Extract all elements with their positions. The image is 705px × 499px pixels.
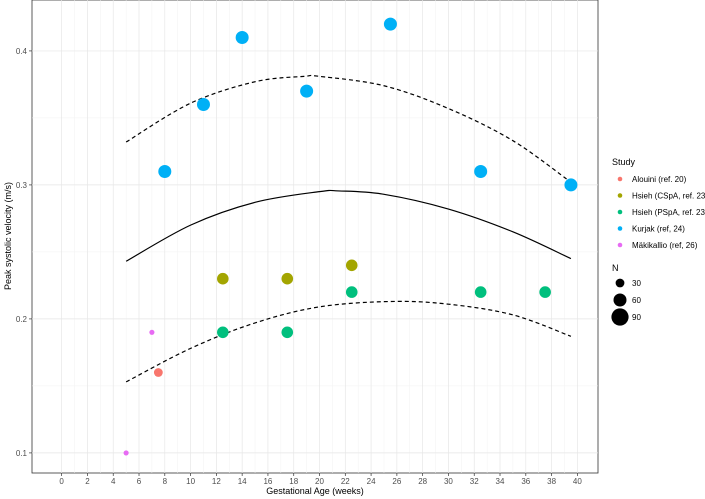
x-tick-label: 20: [315, 477, 324, 486]
fit-lines: [125, 74, 572, 383]
legend-title-n: N: [612, 263, 619, 273]
y-axis: 0.1 0.2 0.3 0.4: [16, 47, 32, 458]
y-tick-label: 0.1: [16, 449, 28, 458]
legend-title-study: Study: [612, 157, 636, 167]
legend-key-series-3: [617, 226, 623, 231]
data-point-series-4: [149, 329, 155, 335]
grid-major: [32, 0, 598, 473]
legend-key-series-2: [617, 209, 623, 215]
fit-line-lower-bound: [125, 300, 572, 383]
x-tick-label: 14: [238, 477, 247, 486]
legend-key-series-1: [617, 193, 623, 198]
data-point-series-3: [383, 17, 397, 31]
x-tick-label: 30: [444, 477, 453, 486]
fit-line-upper-bound: [125, 74, 572, 183]
data-point-series-3: [196, 98, 210, 112]
legend-key-series-0: [617, 176, 623, 182]
legend-label-series-3: Kurjak (ref, 24): [632, 225, 685, 234]
x-tick-label: 16: [263, 477, 272, 486]
legend-key-series-4: [617, 242, 623, 248]
x-axis-title: Gestational Age (weeks): [266, 486, 364, 496]
x-tick-label: 22: [341, 477, 350, 486]
x-tick-label: 28: [418, 477, 427, 486]
data-points: [123, 17, 578, 456]
grid-minor: [32, 0, 598, 473]
x-tick-label: 18: [289, 477, 298, 486]
legend-label-series-0: Alouini (ref. 20): [632, 175, 687, 184]
x-tick-label: 38: [547, 477, 556, 486]
data-point-series-3: [300, 84, 314, 98]
data-point-series-2: [281, 326, 294, 339]
x-tick-label: 6: [137, 477, 142, 486]
legend-label-series-4: Mäkikallio (ref, 26): [632, 241, 698, 250]
data-point-series-2: [345, 286, 358, 298]
data-point-series-1: [281, 272, 294, 285]
x-tick-label: 26: [392, 477, 401, 486]
data-point-series-2: [217, 326, 229, 339]
data-point-series-3: [474, 165, 488, 179]
data-point-series-2: [474, 286, 487, 298]
x-tick-label: 10: [186, 477, 195, 486]
x-tick-label: 12: [212, 477, 221, 486]
data-point-series-1: [345, 259, 358, 272]
legend-label-size-30: 30: [632, 279, 641, 288]
legend-key-size-90: [611, 308, 629, 326]
y-tick-label: 0.3: [16, 181, 28, 190]
legend-label-series-2: Hsieh (PSpA, ref. 23): [632, 208, 705, 217]
data-point-series-3: [158, 165, 172, 179]
y-axis-title: Peak systolic velocity (m/s): [3, 182, 13, 290]
legend: Study N Alouini (ref. 20) Hsieh (CSpA, re…: [611, 157, 705, 326]
data-point-series-0: [153, 368, 163, 377]
legend-label-size-90: 90: [632, 313, 641, 322]
legend-key-size-60: [613, 293, 627, 307]
data-point-series-2: [539, 286, 551, 298]
data-point-series-3: [564, 178, 578, 192]
data-point-series-3: [235, 31, 249, 45]
x-tick-label: 36: [521, 477, 530, 486]
fit-line-mean: [125, 189, 572, 262]
x-tick-label: 24: [367, 477, 376, 486]
data-point-series-4: [123, 450, 129, 456]
y-tick-label: 0.4: [16, 47, 28, 56]
y-tick-label: 0.2: [16, 315, 28, 324]
legend-label-size-60: 60: [632, 296, 641, 305]
x-tick-label: 32: [470, 477, 479, 486]
x-axis: 0 2 4 6 8 10 12 14 16 18 20 22 24 26 28 30 32 34 36 38 40: [59, 473, 582, 486]
legend-label-series-1: Hsieh (CSpA, ref. 23): [632, 192, 705, 201]
data-point-series-1: [217, 272, 229, 285]
x-tick-label: 8: [163, 477, 168, 486]
x-tick-label: 4: [111, 477, 116, 486]
legend-key-size-30: [615, 278, 625, 288]
x-tick-label: 0: [59, 477, 64, 486]
x-tick-label: 34: [496, 477, 505, 486]
x-tick-label: 2: [85, 477, 90, 486]
x-tick-label: 40: [573, 477, 582, 486]
